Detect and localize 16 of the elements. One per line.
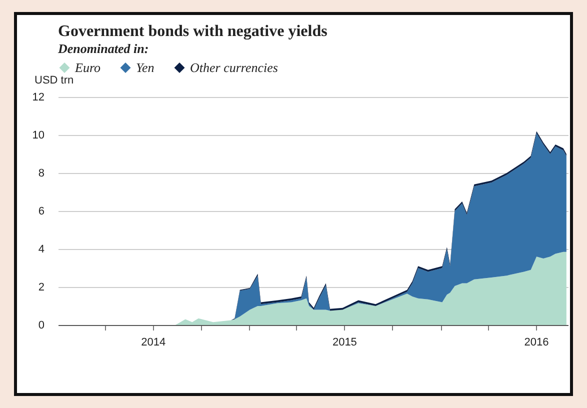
y-tick-label: 10	[32, 130, 44, 142]
x-tick-label: 2016	[524, 336, 549, 348]
y-tick-label: 4	[38, 244, 44, 256]
y-tick-label: 8	[38, 168, 44, 180]
legend-label: Other currencies	[190, 60, 278, 75]
y-tick-label: 0	[38, 320, 44, 332]
y-tick-label: 6	[38, 206, 44, 218]
y-tick-label: 2	[38, 282, 44, 294]
x-tick-label: 2015	[332, 336, 357, 348]
legend-label: Euro	[74, 60, 102, 75]
legend-title: Denominated in:	[57, 41, 149, 56]
chart-title: Government bonds with negative yields	[58, 23, 328, 40]
y-axis-title: USD trn	[34, 74, 74, 86]
legend-label: Yen	[136, 60, 154, 75]
y-tick-label: 12	[32, 92, 44, 104]
x-tick-label: 2014	[141, 336, 166, 348]
